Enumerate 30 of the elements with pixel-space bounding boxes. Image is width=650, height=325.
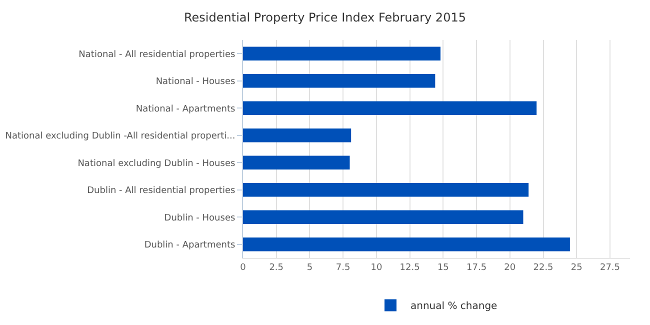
x-tick-label: 5 [306, 262, 313, 273]
y-tick-label: National - Houses [156, 77, 236, 88]
x-tick-label: 0 [240, 262, 246, 273]
x-tick-label: 10 [370, 262, 382, 273]
x-tick-label: 15 [437, 262, 449, 273]
x-tick-label: 20 [504, 262, 516, 273]
bar [243, 74, 436, 88]
x-tick-label: 27.5 [600, 262, 620, 273]
x-tick-label: 22.5 [533, 262, 554, 273]
bar [243, 183, 529, 197]
chart-title: Residential Property Price Index February 2015 [184, 10, 466, 24]
y-tick-label: Dublin - Apartments [144, 240, 236, 251]
x-tick-label: 2.5 [269, 262, 284, 273]
bar [243, 210, 524, 224]
bar [243, 46, 440, 60]
y-tick-label: Dublin - All residential properties [87, 186, 236, 196]
x-tick-label: 25 [570, 262, 582, 273]
bar [243, 128, 352, 142]
legend-label: annual % change [410, 301, 498, 312]
y-tick-label: National excluding Dublin -All residential properti... [5, 132, 236, 142]
y-tick-label: National - Apartments [136, 104, 236, 114]
x-tick-label: 12.5 [400, 262, 420, 273]
x-tick-label: 17.5 [466, 262, 487, 273]
y-tick-label: Dublin - Houses [164, 213, 236, 224]
bar [243, 156, 350, 170]
y-tick-label: National - All residential properties [78, 50, 236, 60]
bar [243, 238, 570, 252]
x-tick-label: 7.5 [336, 262, 350, 273]
bar [243, 101, 537, 115]
y-tick-label: National excluding Dublin - Houses [78, 158, 236, 169]
